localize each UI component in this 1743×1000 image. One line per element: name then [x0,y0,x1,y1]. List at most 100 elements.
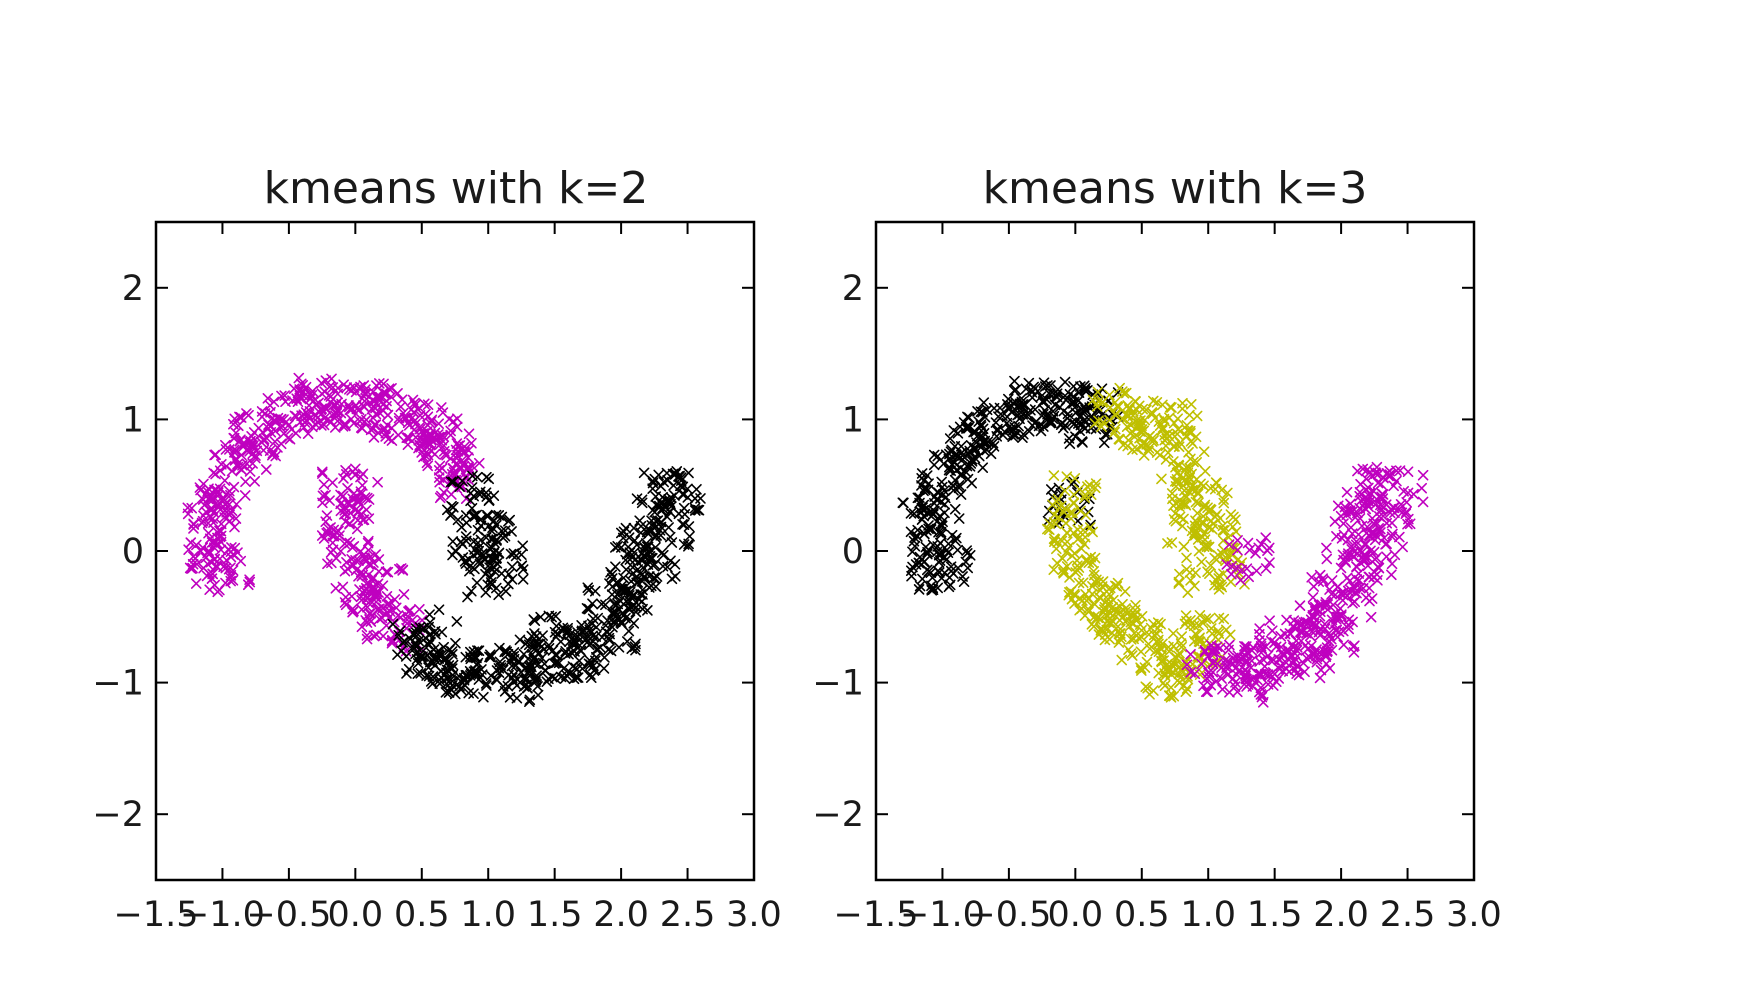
point-marker [357,423,368,434]
point-marker [689,493,701,504]
point-marker [1063,589,1075,601]
point-marker [918,475,930,486]
point-marker [689,505,701,516]
y-tick-label: 0 [122,532,144,572]
point-marker [1321,646,1333,658]
point-marker [212,561,223,573]
point-marker [574,644,586,656]
point-marker [445,453,456,464]
point-marker [678,502,690,514]
point-marker [957,571,968,582]
point-marker [1332,612,1344,623]
point-marker [1131,613,1142,624]
point-marker [1041,415,1052,426]
point-marker [966,477,978,489]
point-marker [1079,492,1091,503]
point-marker [392,429,404,441]
point-marker [1331,530,1342,542]
point-marker [666,537,678,548]
point-marker [1227,521,1239,533]
point-marker [1129,431,1140,443]
point-marker [620,564,632,575]
point-marker [454,481,465,492]
point-marker [463,428,475,440]
point-marker [1306,640,1317,652]
point-marker [960,556,972,568]
point-marker [363,597,374,609]
point-marker [382,409,394,421]
x-tick-label: −1.5 [114,895,199,935]
point-marker [1192,534,1204,545]
series-black [387,466,706,707]
point-marker [348,559,359,571]
point-marker [562,625,573,637]
x-tick-label: 0.0 [1047,895,1103,935]
point-marker [1120,387,1132,399]
point-marker [538,644,550,655]
point-marker [1211,675,1222,687]
point-marker [1070,431,1081,443]
point-marker [422,399,434,411]
point-marker [365,551,376,563]
point-marker [1021,411,1033,422]
point-marker [923,544,935,556]
point-marker [1287,620,1299,632]
point-marker [517,540,529,552]
point-marker [1373,562,1385,574]
point-marker [484,651,495,663]
data-point [358,549,410,600]
data-point [499,653,550,707]
point-marker [1074,604,1085,616]
point-marker [209,554,220,566]
data-point [1113,411,1170,458]
point-marker [1181,419,1193,431]
point-marker [1189,668,1201,680]
point-marker [332,405,343,417]
point-marker [1199,465,1211,477]
point-marker [1009,422,1020,433]
point-marker [485,572,496,583]
point-marker [307,385,318,397]
point-marker [1320,596,1332,608]
point-marker [1151,447,1163,458]
point-marker [442,504,453,516]
point-marker [1130,416,1141,427]
point-marker [1338,589,1349,601]
point-marker [424,609,435,620]
point-marker [456,475,468,487]
data-point [559,628,615,685]
point-marker [372,476,383,488]
point-marker [239,490,251,501]
point-marker [1051,543,1062,555]
point-marker [613,642,625,653]
x-tick-label: 3.0 [1446,895,1502,935]
point-marker [489,566,501,577]
point-marker [514,634,526,646]
point-marker [318,479,330,490]
point-marker [1255,669,1267,681]
point-marker [1115,633,1126,645]
point-marker [1117,413,1128,425]
point-marker [322,414,333,425]
point-marker [1367,513,1378,524]
point-marker [451,438,463,449]
x-tick-label: 1.5 [1247,895,1303,935]
point-marker [1224,639,1235,651]
point-marker [1180,499,1192,511]
point-marker [1087,557,1099,569]
point-marker [1045,415,1057,427]
point-marker [506,651,518,663]
point-marker [914,580,926,592]
point-marker [963,412,975,423]
point-marker [1122,411,1134,423]
point-marker [188,523,199,534]
point-marker [1168,441,1179,452]
point-marker [1207,657,1219,668]
point-marker [522,682,533,694]
point-marker [629,641,641,652]
point-marker [897,497,909,508]
point-marker [418,451,429,463]
point-marker [459,556,471,567]
point-marker [1263,542,1275,554]
point-marker [962,548,973,559]
